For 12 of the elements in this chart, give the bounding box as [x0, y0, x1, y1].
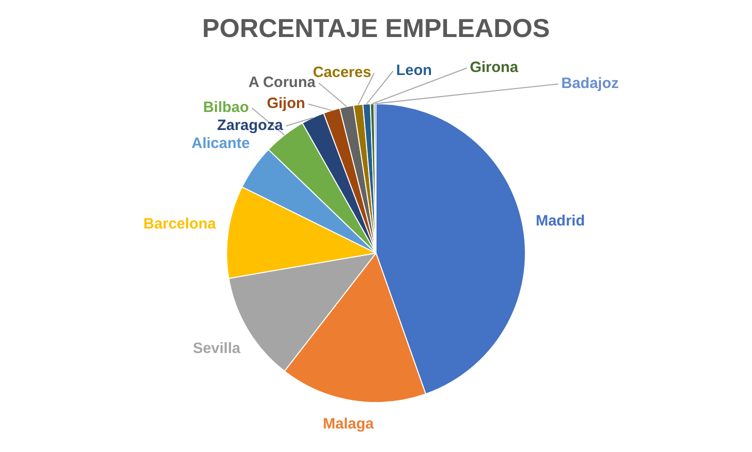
- chart-title: PORCENTAJE EMPLEADOS: [202, 12, 550, 43]
- slice-label: Barcelona: [143, 216, 217, 233]
- slice-label: Madrid: [536, 212, 585, 230]
- slice-label: Bilbao: [203, 99, 249, 116]
- slice-label: Badajoz: [561, 75, 619, 92]
- slice-label: Alicante: [191, 135, 250, 152]
- slice-label: Malaga: [322, 415, 374, 432]
- slice-label: Gijon: [266, 95, 306, 112]
- slice-label: Leon: [396, 62, 432, 80]
- slice-label: Sevilla: [192, 340, 242, 357]
- slice-label: Girona: [470, 59, 519, 76]
- slice-label: Zaragoza: [217, 117, 284, 134]
